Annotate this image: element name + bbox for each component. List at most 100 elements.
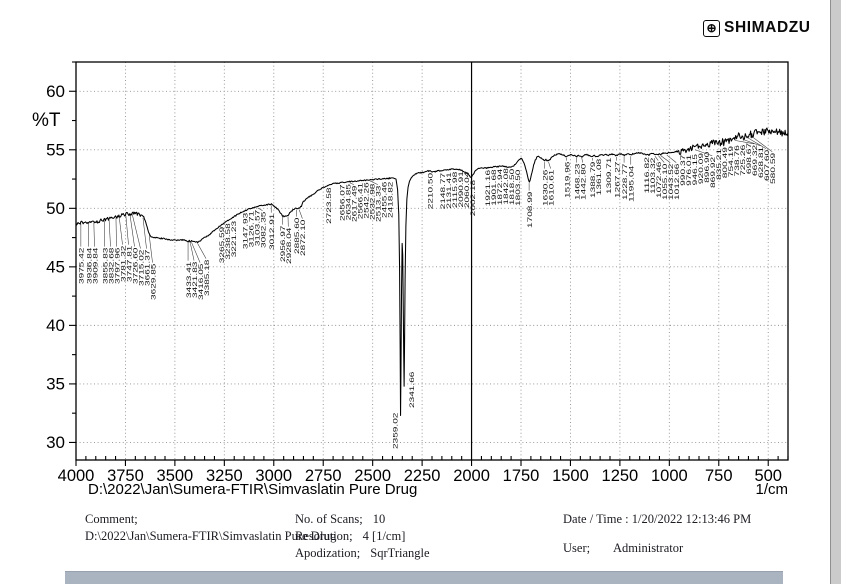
peak-label: 1708.99 [527, 191, 534, 228]
peak-labels: 3975.42 3936.84 3909.84 3855.83 3832.68 3797.… [79, 142, 777, 449]
peak-leader-lines [80, 136, 773, 263]
y-tick-label: 60 [46, 82, 65, 101]
x-tick-label: 2000 [453, 467, 490, 485]
peak-label: 3082.35 [260, 211, 267, 248]
peak-label: 3936.84 [86, 247, 93, 284]
peak-label: 896.90 [704, 151, 711, 183]
x-axis-unit-label: 1/cm [755, 481, 788, 498]
peak-label: 1519.96 [564, 161, 571, 198]
gridlines [76, 62, 788, 460]
y-axis-unit-label: %T [32, 110, 61, 131]
peak-label: 869.92 [710, 156, 717, 188]
peak-label: 3629.85 [150, 263, 157, 300]
peak-label: 2928.04 [286, 227, 293, 264]
peak-label: 3416.05 [198, 263, 205, 300]
peak-label: 3797.96 [114, 247, 121, 284]
peak-label: 3832.68 [108, 247, 115, 284]
peak-label: 2634.85 [346, 183, 353, 220]
peak-label: 3747.81 [126, 245, 133, 282]
peak-label: 946.15 [692, 154, 699, 186]
y-tick-label: 55 [46, 140, 65, 159]
peak-label: 1012.66 [674, 163, 681, 200]
y-tick-label: 35 [46, 374, 65, 393]
peak-label: 1228.77 [622, 163, 629, 200]
x-tick-label: 2750 [305, 467, 342, 485]
peak-label: 1842.08 [503, 168, 510, 205]
peak-label: 754.19 [728, 145, 735, 177]
peak-label: 1388.79 [590, 161, 597, 198]
x-tick-label: 1000 [651, 467, 688, 485]
peak-label: 1195.04 [629, 165, 636, 202]
x-tick-label: 2500 [354, 467, 391, 485]
peak-label: 1267.27 [614, 161, 621, 198]
shimadzu-logo: ⊕ SHIMADZU [703, 19, 811, 37]
peak-label: 2060.04 [464, 171, 471, 208]
peak-label: 2542.26 [364, 182, 371, 219]
spectrum-file-path-label: D:\2022\Jan\Sumera-FTIR\Simvaslatin Pure… [88, 481, 418, 498]
peak-label: 1630.26 [542, 169, 549, 206]
y-tick-label: 45 [46, 257, 65, 276]
peak-label: 3433.41 [186, 261, 193, 298]
peak-label: 2002.18 [470, 179, 477, 216]
x-tick-label: 3750 [107, 467, 144, 485]
x-tick-label: 1750 [503, 467, 540, 485]
peak-label: 3909.84 [92, 247, 99, 284]
peak-label: 2956.97 [280, 225, 287, 262]
spectrum-trace [75, 127, 789, 417]
peak-label: 3221.23 [231, 220, 238, 257]
peak-label: 1921.16 [485, 169, 492, 206]
peak-label: 580.59 [770, 152, 777, 184]
peak-label: 3781.32 [120, 245, 127, 282]
plot-frame [75, 61, 789, 461]
peak-label: 800.49 [722, 146, 729, 178]
peak-label: 1610.61 [548, 169, 555, 206]
peak-label: 2566.41 [358, 182, 365, 219]
peak-label: 3726.60 [132, 247, 139, 284]
peak-label: 3012.91 [269, 213, 276, 250]
peak-label: 1043.52 [668, 163, 675, 200]
peak-label: 2148.77 [440, 172, 447, 209]
peak-label: 1072.46 [656, 161, 663, 198]
peak-label: 2455.46 [382, 181, 389, 218]
peak-label: 738.76 [734, 145, 741, 177]
window-edge-strip [830, 0, 841, 584]
peak-label: 976.01 [686, 154, 693, 186]
peak-label: 1309.71 [606, 157, 613, 194]
peak-label: 1116.82 [644, 156, 651, 193]
peak-label: 628.81 [758, 146, 765, 178]
x-tick-label: 1250 [602, 467, 639, 485]
x-tick-label: 750 [705, 467, 733, 485]
peak-label: 3238.58 [225, 223, 232, 260]
y-tick-label: 40 [46, 316, 65, 335]
peak-label: 3975.42 [79, 247, 86, 284]
peak-label: 1361.08 [596, 158, 603, 195]
shimadzu-logo-text: SHIMADZU [724, 19, 811, 36]
peak-label: 3715.02 [138, 249, 145, 286]
peak-label: 1803.50 [515, 169, 522, 206]
peak-label: 2513.33 [376, 185, 383, 222]
peak-label: 2723.58 [326, 187, 333, 224]
peak-label: 3103.57 [254, 209, 261, 246]
x-tick-label: 3000 [255, 467, 292, 485]
x-tick-label: 500 [754, 467, 782, 485]
peak-label: 2418.82 [388, 181, 395, 218]
peak-label: 3661.37 [144, 249, 151, 286]
peak-label: 698.67 [746, 142, 753, 174]
peak-label: 1818.50 [509, 168, 516, 205]
peak-label: 990.37 [680, 154, 687, 186]
peak-label: 2656.07 [340, 184, 347, 221]
window-bottom-bar [65, 571, 783, 584]
shimadzu-logo-icon: ⊕ [703, 19, 720, 37]
y-tick-label: 30 [46, 433, 65, 452]
x-tick-label: 3500 [157, 467, 194, 485]
peak-label: 2131.41 [446, 172, 453, 209]
x-tick-label: 4000 [58, 467, 95, 485]
peak-label: 2872.10 [300, 219, 307, 256]
peak-label: 607.60 [764, 149, 771, 181]
peak-label: 835.21 [716, 148, 723, 180]
peak-label: 725.26 [740, 144, 747, 176]
peak-label: 1055.10 [662, 163, 669, 200]
peak-label: 2210.50 [428, 172, 435, 209]
